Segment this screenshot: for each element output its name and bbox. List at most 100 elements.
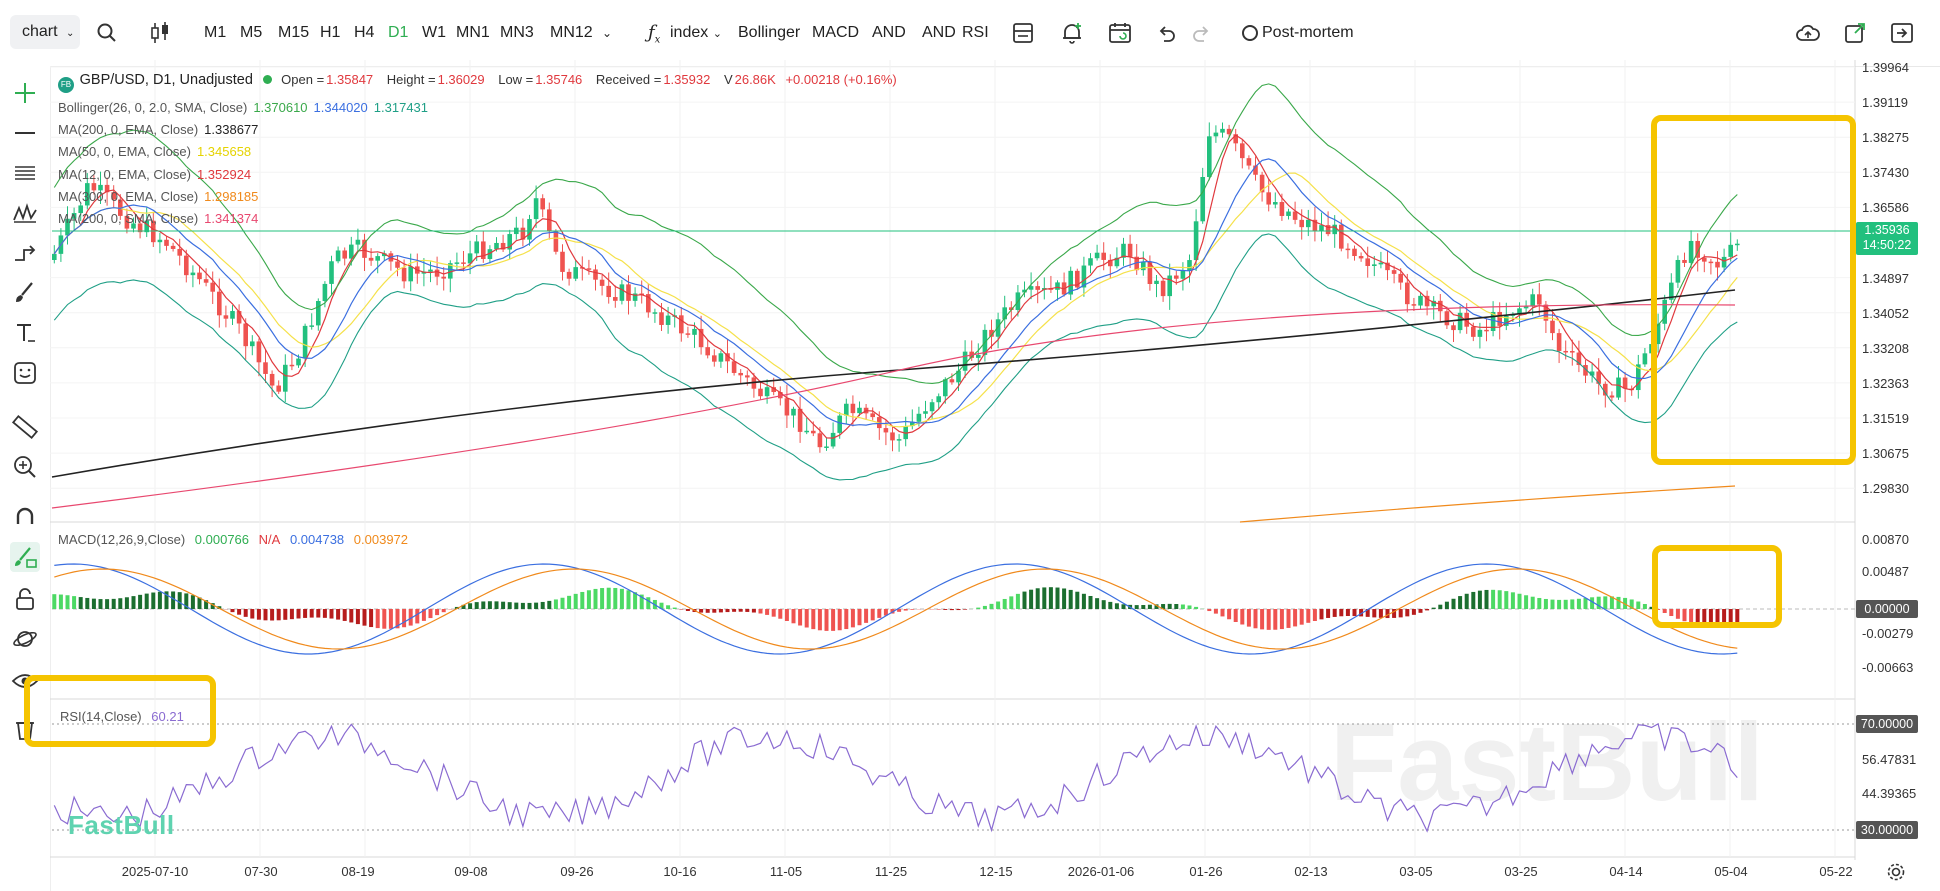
ruler-icon[interactable] — [10, 412, 40, 442]
macd-histogram-bar — [85, 597, 90, 609]
chevron-down-icon[interactable]: ⌄ — [602, 26, 613, 40]
alert-bell-icon[interactable] — [1060, 21, 1084, 50]
macd-histogram-bar — [382, 609, 387, 629]
candle-body — [329, 261, 334, 284]
timeframe-m1[interactable]: M1 — [204, 24, 227, 41]
indicator-button-and-2[interactable]: AND — [872, 24, 906, 41]
candle-body — [771, 387, 776, 393]
index-menu[interactable]: index ⌄ — [670, 20, 722, 46]
timeframe-mn3[interactable]: MN3 — [500, 24, 534, 41]
macd-histogram-bar — [712, 609, 717, 613]
candle-body — [388, 253, 394, 262]
cloud-icon[interactable] — [1796, 22, 1820, 49]
settings-gear-icon[interactable] — [1886, 862, 1906, 887]
zoom-in-icon[interactable] — [10, 452, 40, 482]
wave-pattern-icon[interactable] — [10, 198, 40, 228]
rsi-axis-label: 44.39365 — [1862, 786, 1917, 801]
price-axis-label: 1.36586 — [1862, 200, 1909, 216]
post-mortem-button[interactable]: Post-mortem — [1242, 20, 1354, 46]
timeframe-mn1[interactable]: MN1 — [456, 24, 490, 41]
planet-icon[interactable] — [10, 624, 40, 654]
candle-body — [1570, 351, 1575, 353]
candle-body — [1081, 265, 1087, 288]
chart-type-select[interactable]: chart ⌄ — [10, 15, 80, 49]
macd-histogram-bar — [171, 591, 176, 609]
macd-histogram-bar — [1530, 596, 1535, 609]
trend-arrow-icon[interactable] — [10, 238, 40, 268]
timeframe-m15[interactable]: M15 — [278, 24, 310, 41]
parallel-lines-icon[interactable] — [10, 158, 40, 188]
timeframe-mn12[interactable]: MN12 — [550, 24, 593, 41]
candle-body — [1088, 258, 1093, 266]
macd-histogram-bar — [1128, 604, 1133, 609]
macd-histogram-bar — [745, 609, 750, 612]
exit-fullscreen-icon[interactable] — [1890, 22, 1914, 49]
macd-histogram-bar — [963, 609, 968, 610]
indicator-button-bollinger-0[interactable]: Bollinger — [738, 24, 801, 41]
lock-drawing-icon[interactable] — [10, 542, 40, 572]
candle-style-icon[interactable] — [148, 20, 172, 51]
brush-icon[interactable] — [10, 278, 40, 308]
top-toolbar: chart ⌄ M1 M5 M15 H1 H4 D1 W1 MN1 MN3 MN12 ⌄ ƒx i… — [0, 0, 1940, 67]
macd-histogram-bar — [58, 594, 63, 609]
candle-body — [1213, 132, 1219, 137]
macd-histogram-bar — [441, 609, 446, 613]
rsi-70-badge: 70.00000 — [1856, 715, 1918, 733]
macd-histogram-bar — [65, 595, 70, 609]
macd-histogram-bar — [619, 588, 624, 609]
candle-body — [1127, 243, 1133, 257]
timeframe-m5[interactable]: M5 — [240, 24, 263, 41]
low-label: Low = — [498, 72, 534, 87]
rsi-value: 60.21 — [151, 709, 184, 724]
calendar-icon[interactable] — [1108, 21, 1132, 50]
candle-body — [1451, 325, 1456, 331]
candle-body — [811, 430, 816, 434]
emoji-icon[interactable] — [10, 358, 40, 388]
macd-histogram-bar — [1095, 598, 1100, 609]
timeframe-d1[interactable]: D1 — [388, 24, 409, 41]
candle-body — [1372, 264, 1377, 266]
macd-histogram-bar — [1458, 596, 1463, 609]
macd-histogram-bar — [1609, 596, 1614, 609]
macd-histogram-bar — [758, 609, 763, 614]
indicator-button-rsi-4[interactable]: RSI — [962, 24, 989, 41]
macd-histogram-bar — [633, 592, 638, 609]
macd-histogram-bar — [217, 606, 222, 609]
symbol-name: GBP/USD, D1, Unadjusted — [79, 72, 253, 88]
indicator-button-macd-1[interactable]: MACD — [812, 24, 860, 41]
macd-histogram-bar — [771, 609, 776, 617]
macd-histogram-bar — [844, 609, 849, 630]
macd-histogram-bar — [652, 599, 657, 609]
macd-histogram-bar — [685, 609, 690, 611]
macd-histogram-bar — [1154, 604, 1159, 609]
candle-body — [355, 239, 361, 245]
macd-histogram-bar — [1134, 605, 1139, 609]
external-link-icon[interactable] — [1844, 22, 1866, 49]
macd-histogram-bar — [144, 593, 149, 609]
candle-body — [969, 351, 974, 358]
timeframe-h4[interactable]: H4 — [354, 24, 375, 41]
macd-axis-label: -0.00279 — [1862, 626, 1914, 641]
timeframe-w1[interactable]: W1 — [422, 24, 446, 41]
search-icon[interactable] — [96, 22, 118, 49]
crosshair-icon[interactable] — [10, 78, 40, 108]
candle-body — [1424, 295, 1430, 307]
candle-body — [1332, 224, 1337, 235]
timeframe-h1[interactable]: H1 — [320, 24, 341, 41]
macd-histogram-bar — [982, 605, 987, 609]
magnet-icon[interactable] — [10, 502, 40, 532]
text-tool-icon[interactable] — [10, 318, 40, 348]
redo-icon[interactable] — [1190, 22, 1212, 49]
macd-histogram-bar — [501, 601, 506, 609]
undo-icon[interactable] — [1156, 22, 1178, 49]
candle-body — [566, 271, 572, 279]
candle-body — [962, 351, 968, 371]
layout-icon[interactable] — [1012, 22, 1034, 49]
candle-body — [164, 239, 169, 246]
unlock-icon[interactable] — [10, 584, 40, 614]
horizontal-line-icon[interactable] — [10, 118, 40, 148]
candle-body — [817, 433, 823, 448]
function-icon[interactable]: ƒx — [648, 22, 661, 46]
change-value: +0.00218 (+0.16%) — [785, 72, 897, 87]
indicator-button-and-3[interactable]: AND — [922, 24, 956, 41]
